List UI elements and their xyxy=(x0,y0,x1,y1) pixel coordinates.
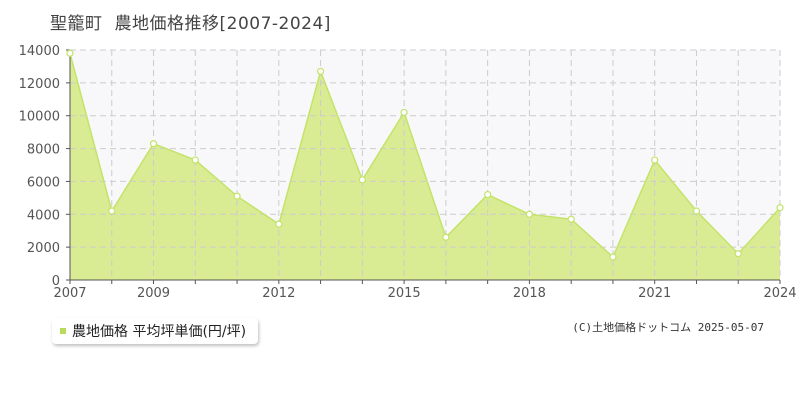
data-point xyxy=(108,207,116,215)
data-point xyxy=(692,207,701,215)
copyright-text: (C)土地価格ドットコム 2025-05-07 xyxy=(572,321,764,334)
y-tick-label: 4000 xyxy=(27,208,60,223)
chart-title-place: 聖籠町 xyxy=(50,14,103,34)
x-tick-label: 2024 xyxy=(763,286,796,301)
y-tick-label: 12000 xyxy=(19,77,60,92)
data-point xyxy=(191,156,199,164)
data-point xyxy=(400,108,408,117)
data-point xyxy=(484,190,492,199)
chart-title-main: 農地価格推移[2007-2024] xyxy=(114,14,331,34)
data-point xyxy=(66,49,74,57)
legend-label: 農地価格 平均坪単価(円/坪) xyxy=(72,324,247,340)
data-point xyxy=(567,215,575,223)
data-point xyxy=(734,250,742,258)
series-area-fill xyxy=(70,53,780,281)
data-point xyxy=(233,192,241,200)
data-point xyxy=(651,156,659,164)
data-point xyxy=(275,220,283,228)
data-point xyxy=(358,176,366,184)
series-line xyxy=(69,53,781,259)
data-point xyxy=(442,233,450,241)
chart-legend: 農地価格 平均坪単価(円/坪) xyxy=(52,318,259,344)
legend-swatch xyxy=(60,328,66,334)
data-point xyxy=(776,204,784,212)
y-tick-label: 14000 xyxy=(19,44,60,59)
y-tick-label: 0 xyxy=(52,274,60,289)
y-tick-label: 2000 xyxy=(27,241,60,256)
x-tick-label: 2009 xyxy=(137,286,170,301)
data-point xyxy=(609,253,617,261)
data-point xyxy=(149,140,158,148)
y-tick-label: 8000 xyxy=(27,143,60,158)
y-tick-label: 6000 xyxy=(27,175,60,190)
x-tick-label: 2018 xyxy=(513,286,546,301)
chart-title: 聖籠町 農地価格推移[2007-2024] xyxy=(50,9,331,34)
y-tick-label: 10000 xyxy=(19,110,60,125)
x-tick-label: 2021 xyxy=(638,286,671,301)
x-tick-label: 2007 xyxy=(53,286,86,301)
x-tick-label: 2012 xyxy=(262,286,295,301)
data-point xyxy=(316,67,325,75)
x-tick-label: 2015 xyxy=(388,286,421,301)
data-point xyxy=(525,210,534,218)
